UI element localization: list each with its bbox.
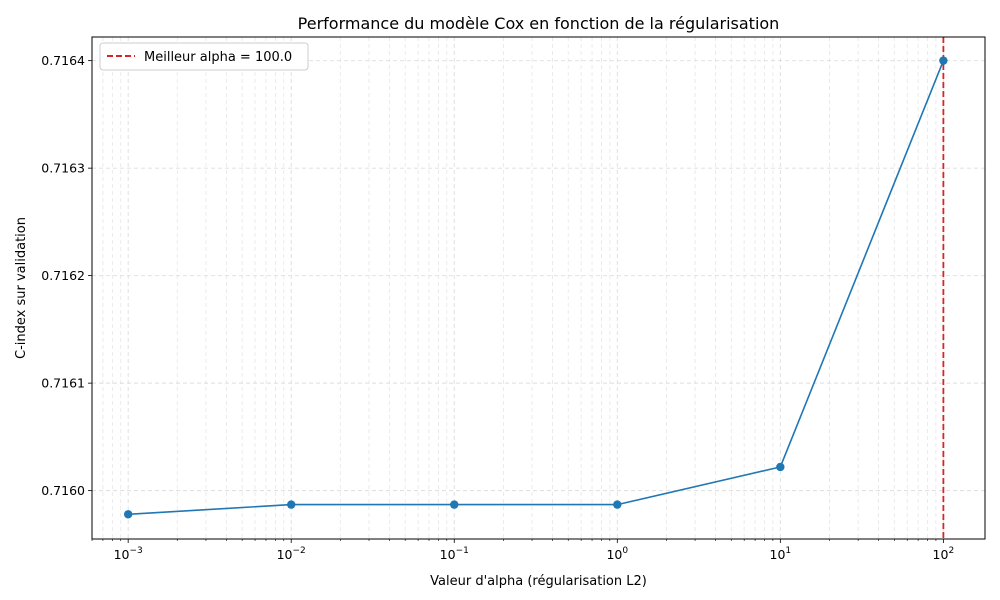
plot-frame xyxy=(91,36,986,540)
x-tick-label: 10−1 xyxy=(440,546,469,562)
series-line xyxy=(128,60,945,516)
y-tick-label: 0.7164 xyxy=(41,53,85,68)
y-tick-label: 0.7162 xyxy=(41,268,85,283)
x-tick-label: 10−3 xyxy=(114,546,143,562)
y-tick-label: 0.7163 xyxy=(41,161,85,176)
x-axis-label: Valeur d'alpha (régularisation L2) xyxy=(430,574,647,589)
y-tick-label: 0.7161 xyxy=(41,376,85,391)
x-axis: 10−3 10−2 10−1 100 101 102 xyxy=(91,539,955,562)
x-tick-label: 10−2 xyxy=(277,546,306,562)
data-point xyxy=(939,56,948,65)
chart-title: Performance du modèle Cox en fonction de… xyxy=(298,14,780,33)
x-tick-label: 100 xyxy=(606,546,628,562)
data-point xyxy=(123,510,133,519)
y-axis: 0.7160 0.7161 0.7162 0.7163 0.7164 xyxy=(41,53,92,498)
x-tick-label: 102 xyxy=(933,546,955,562)
y-axis-label: C-index sur validation xyxy=(14,217,29,359)
data-point xyxy=(776,462,785,472)
series-group xyxy=(123,56,948,519)
x-tick-label: 101 xyxy=(770,546,792,562)
y-tick-label: 0.7160 xyxy=(41,483,85,498)
data-point xyxy=(450,500,459,509)
legend-label: Meilleur alpha = 100.0 xyxy=(144,50,292,65)
grid xyxy=(91,37,985,539)
legend-box xyxy=(99,42,309,71)
data-point xyxy=(613,500,622,509)
legend: Meilleur alpha = 100.0 xyxy=(99,42,309,71)
data-point xyxy=(287,500,296,509)
